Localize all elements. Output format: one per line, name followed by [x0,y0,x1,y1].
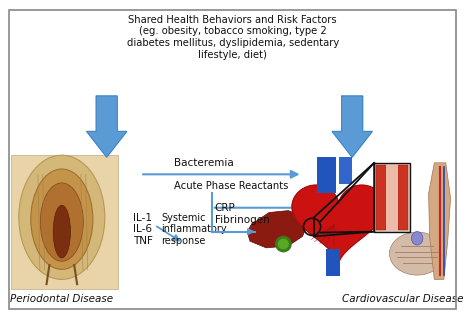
Text: Acute Phase Reactants: Acute Phase Reactants [173,181,288,190]
Circle shape [279,239,288,249]
Polygon shape [332,96,372,157]
Text: Systemic
inflammatory
response: Systemic inflammatory response [161,212,227,246]
Text: Periodontal Disease: Periodontal Disease [10,294,113,304]
Ellipse shape [19,155,105,279]
Polygon shape [87,96,127,157]
Text: Bacteremia: Bacteremia [173,158,233,167]
Bar [339,157,352,184]
Ellipse shape [411,232,423,245]
Text: CRP
Fibrinogen: CRP Fibrinogen [215,203,269,225]
Text: Cardiovascular Disease: Cardiovascular Disease [342,294,464,304]
Polygon shape [428,163,451,279]
Bar [386,165,398,230]
Bar [374,163,410,232]
Ellipse shape [53,205,71,258]
Polygon shape [292,185,385,263]
Ellipse shape [31,169,93,269]
Bar [317,157,336,193]
Polygon shape [247,211,307,248]
Bar [327,249,340,276]
Ellipse shape [390,232,445,275]
Bar [11,155,118,289]
Circle shape [276,236,291,252]
Bar [398,165,408,230]
Text: Shared Health Behaviors and Risk Factors
(eg. obesity, tobacco smoking, type 2
d: Shared Health Behaviors and Risk Factors… [127,15,339,60]
Text: IL-1
IL-6
TNF: IL-1 IL-6 TNF [134,212,153,246]
Ellipse shape [40,183,83,261]
Bar [376,165,386,230]
